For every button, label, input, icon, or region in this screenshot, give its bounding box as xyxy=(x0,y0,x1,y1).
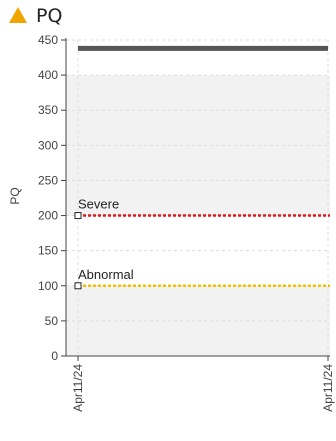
y-tick-label: 200 xyxy=(38,209,58,223)
threshold-marker xyxy=(74,212,82,220)
y-tick-label: 350 xyxy=(38,103,58,117)
y-tick-label: 250 xyxy=(38,173,58,187)
y-tick-label: 0 xyxy=(51,349,58,363)
chart-header: PQ xyxy=(0,0,336,34)
chart-title: PQ xyxy=(36,5,63,27)
y-tick-label: 150 xyxy=(38,244,58,258)
y-axis-label: PQ xyxy=(8,187,22,204)
y-tick-label: 100 xyxy=(38,279,58,293)
plot-area: 0 50 100 150 200 250 300 350 400 450 Apr11/24 Apr11… xyxy=(38,33,335,412)
y-tick-label: 300 xyxy=(38,138,58,152)
warning-triangle-icon xyxy=(8,6,28,28)
y-tick-label: 50 xyxy=(45,314,59,328)
y-tick-label: 450 xyxy=(38,33,58,47)
threshold-label: Abnormal xyxy=(78,267,134,282)
x-tick-label: Apr11/24 xyxy=(321,364,335,412)
threshold-marker xyxy=(74,282,82,290)
threshold-label: Severe xyxy=(78,197,119,212)
y-tick-label: 400 xyxy=(38,68,58,82)
x-tick-label: Apr11/24 xyxy=(71,364,85,412)
